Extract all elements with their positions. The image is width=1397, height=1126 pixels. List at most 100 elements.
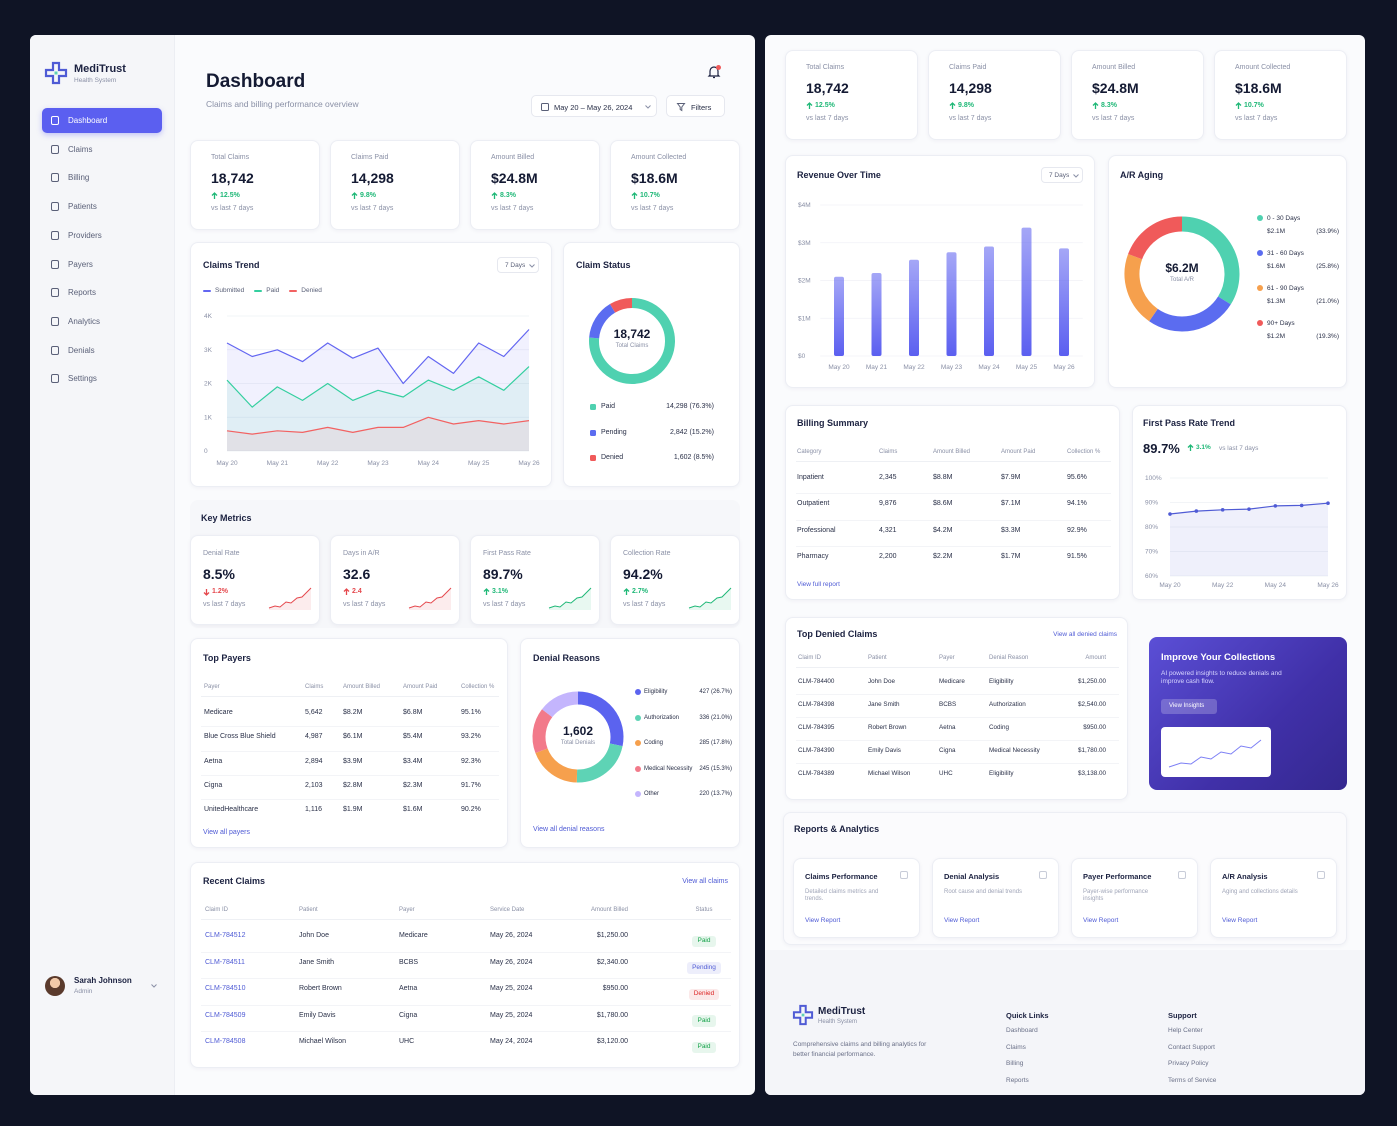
- nav-item[interactable]: Billing: [42, 165, 162, 190]
- brand-name: MediTrust: [74, 63, 126, 75]
- footer-link[interactable]: Contact Support: [1168, 1043, 1215, 1051]
- footer-link[interactable]: Help Center: [1168, 1027, 1203, 1034]
- link[interactable]: View Report: [1083, 917, 1119, 924]
- link[interactable]: View Report: [1222, 917, 1258, 924]
- card-title: Top Payers: [203, 653, 251, 663]
- arrow-shape: [483, 588, 490, 595]
- link[interactable]: View all denied claims: [1053, 631, 1117, 638]
- metric-value: 89.7%: [483, 566, 523, 582]
- filters-label[interactable]: Filters: [691, 103, 712, 112]
- date-picker[interactable]: May 20 – May 26, 2024: [531, 95, 657, 117]
- period-dropdown[interactable]: 7 Days: [497, 257, 539, 273]
- kpi-label: Amount Collected: [631, 154, 687, 161]
- footer-link[interactable]: Billing: [1006, 1060, 1024, 1067]
- legend-dot: [590, 455, 596, 461]
- table-cell: $1,780.00: [1077, 747, 1106, 754]
- metric-note: vs last 7 days: [623, 601, 666, 608]
- center-value: $6.2M: [1165, 261, 1199, 275]
- nav-label[interactable]: Denials: [68, 345, 95, 355]
- row-divider: [796, 545, 1111, 547]
- table-cell: Eligibility: [989, 770, 1014, 777]
- nav-label[interactable]: Claims: [68, 144, 93, 154]
- legend-label: Medical Necessity: [644, 765, 693, 772]
- link[interactable]: View all claims: [682, 878, 728, 885]
- promo-illustration: [1168, 739, 1262, 768]
- card-title: Revenue Over Time: [797, 170, 881, 180]
- table-header: Category: [797, 449, 822, 455]
- share-label: (19.3%): [1316, 333, 1339, 340]
- link[interactable]: View Report: [805, 917, 841, 924]
- button-label[interactable]: View Insights: [1169, 703, 1205, 709]
- footer-link[interactable]: Terms of Service: [1168, 1076, 1217, 1084]
- legend-dot: [1257, 250, 1263, 256]
- claim-id-link[interactable]: CLM-784512: [205, 932, 246, 939]
- claim-id-link[interactable]: CLM-784510: [205, 985, 246, 992]
- table-cell: Robert Brown: [299, 985, 342, 992]
- metric-note: vs last 7 days: [203, 601, 246, 608]
- nav-label[interactable]: Analytics: [68, 316, 101, 326]
- kpi-note: vs last 7 days: [211, 205, 254, 212]
- link[interactable]: View all payers: [203, 829, 250, 836]
- kpi-label: Amount Collected: [1235, 64, 1291, 71]
- nav-icon: [51, 116, 59, 125]
- nav-label[interactable]: Patients: [68, 202, 97, 212]
- y-tick-label: 70%: [1145, 549, 1158, 556]
- bar: [1021, 227, 1032, 356]
- dropdown-label[interactable]: 7 Days: [1049, 172, 1070, 179]
- table-cell: 92.9%: [1067, 526, 1087, 534]
- promo-button[interactable]: View Insights: [1161, 699, 1217, 714]
- y-tick-label: 3K: [204, 347, 213, 354]
- claim-id-link[interactable]: CLM-784511: [205, 958, 245, 966]
- nav-item[interactable]: Settings: [42, 366, 162, 391]
- nav-item[interactable]: Analytics: [42, 309, 162, 334]
- nav-label[interactable]: Payers: [68, 259, 93, 269]
- table-cell: $6.1M: [343, 733, 363, 741]
- footer-heading: Support: [1168, 1011, 1197, 1020]
- table-cell: May 24, 2024: [490, 1038, 533, 1045]
- nav-item[interactable]: Denials: [42, 338, 162, 363]
- date-range[interactable]: May 20 – May 26, 2024: [554, 103, 633, 112]
- donut-segment: [1181, 216, 1240, 305]
- footer-link[interactable]: Reports: [1006, 1076, 1029, 1084]
- nav-item[interactable]: Providers: [42, 223, 162, 248]
- footer-link[interactable]: Claims: [1006, 1043, 1026, 1051]
- chevron-icon: [645, 105, 651, 109]
- table-cell: CLM-784395: [798, 724, 835, 731]
- nav-item[interactable]: Payers: [42, 252, 162, 277]
- table-cell: $8.6M: [933, 500, 953, 508]
- link[interactable]: View all denial reasons: [533, 826, 605, 833]
- dropdown-label[interactable]: 7 Days: [505, 262, 526, 269]
- status-cell: Pending: [664, 957, 744, 974]
- kpi-value: $18.6M: [1235, 80, 1282, 96]
- row-divider: [201, 799, 499, 801]
- trend-arrow: [1092, 102, 1099, 109]
- footer-link[interactable]: Dashboard: [1006, 1027, 1038, 1034]
- nav-item[interactable]: Claims: [42, 137, 162, 162]
- nav-item[interactable]: Patients: [42, 194, 162, 219]
- table-cell: May 25, 2024: [490, 985, 533, 992]
- filters-button[interactable]: Filters: [666, 95, 725, 117]
- nav-item[interactable]: Reports: [42, 280, 162, 305]
- sparkline-area: [409, 588, 451, 610]
- nav-label[interactable]: Billing: [68, 173, 90, 183]
- nav-label[interactable]: Settings: [68, 374, 97, 384]
- nav-label[interactable]: Reports: [68, 288, 97, 298]
- link[interactable]: View Report: [944, 917, 980, 924]
- claim-id-link[interactable]: CLM-784509: [205, 1011, 246, 1019]
- period-dropdown[interactable]: 7 Days: [1041, 167, 1083, 183]
- donut-segment: [1124, 254, 1159, 322]
- footer-link[interactable]: Privacy Policy: [1168, 1060, 1209, 1067]
- table-cell: 91.5%: [1067, 552, 1087, 560]
- nav-label[interactable]: Providers: [68, 230, 102, 240]
- row-divider: [201, 978, 731, 979]
- table-header: Collection %: [461, 684, 495, 690]
- sparkline: [268, 587, 312, 610]
- nav-item[interactable]: Dashboard: [42, 108, 162, 133]
- recent-claims-card: Recent Claims View all claims Claim ID Pati…: [190, 862, 740, 1068]
- claim-id-link[interactable]: CLM-784508: [205, 1038, 246, 1045]
- x-tick-label: May 23: [941, 364, 963, 371]
- link[interactable]: View full report: [797, 581, 840, 588]
- nav-label[interactable]: Dashboard: [68, 116, 108, 125]
- kpi-card: Claims Paid 14,298 9.8% vs last 7 days: [330, 140, 460, 230]
- chevron-icon: [1073, 174, 1079, 178]
